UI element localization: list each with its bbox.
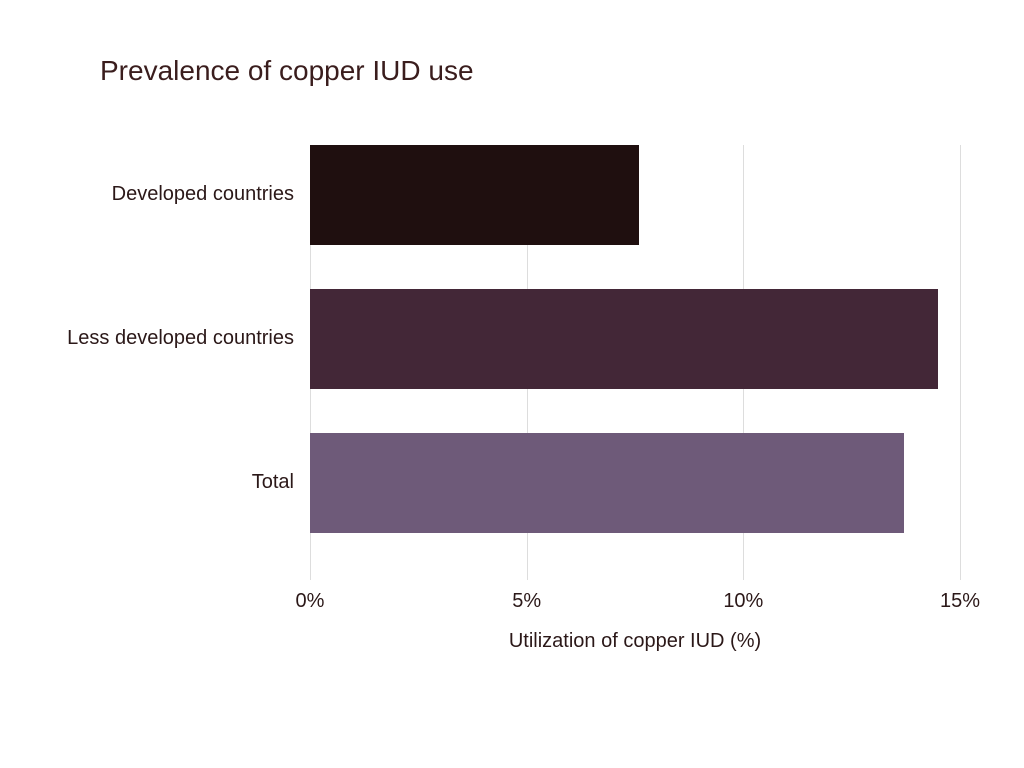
x-axis-tick: 10% xyxy=(723,590,763,613)
bar xyxy=(310,433,904,533)
y-axis-label: Developed countries xyxy=(14,183,294,206)
chart-container: Prevalence of copper IUD use Developed c… xyxy=(0,0,1024,768)
x-axis-tick: 15% xyxy=(940,590,980,613)
bar xyxy=(310,145,639,245)
x-axis-tick: 5% xyxy=(512,590,541,613)
gridline xyxy=(960,145,961,580)
x-axis-title: Utilization of copper IUD (%) xyxy=(485,630,785,653)
y-axis-label: Less developed countries xyxy=(14,327,294,350)
y-axis-label: Total xyxy=(14,471,294,494)
bar xyxy=(310,289,938,389)
chart-title: Prevalence of copper IUD use xyxy=(100,55,474,87)
plot-area xyxy=(310,145,960,580)
x-axis-tick: 0% xyxy=(296,590,325,613)
